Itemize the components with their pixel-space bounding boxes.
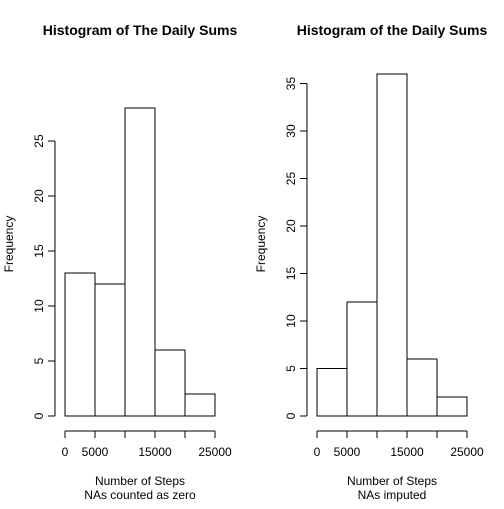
y-tick-label: 25 bbox=[284, 172, 298, 186]
x-tick-label: 25000 bbox=[450, 445, 484, 459]
y-tick-label: 30 bbox=[284, 124, 298, 138]
y-axis-label: Frequency bbox=[2, 216, 16, 273]
y-tick-label: 35 bbox=[284, 77, 298, 91]
bars bbox=[64, 107, 216, 417]
x-axis-label: Number of Steps bbox=[95, 474, 185, 488]
bars bbox=[316, 73, 468, 417]
x-axis: 0 5000 15000 25000 bbox=[314, 430, 484, 459]
y-tick-label: 20 bbox=[32, 189, 46, 203]
x-tick-label: 15000 bbox=[138, 445, 172, 459]
x-axis: 0 5000 15000 25000 bbox=[62, 430, 232, 459]
y-tick-label: 25 bbox=[32, 134, 46, 148]
y-tick-label: 15 bbox=[32, 244, 46, 258]
x-tick-label: 0 bbox=[314, 445, 321, 459]
y-tick-label: 10 bbox=[284, 314, 298, 328]
histogram-bar bbox=[124, 107, 156, 417]
histogram-bar bbox=[376, 73, 408, 417]
x-axis-label: Number of Steps bbox=[347, 474, 437, 488]
histogram-bar bbox=[64, 272, 96, 417]
y-tick-label: 5 bbox=[32, 357, 46, 364]
y-tick-label: 20 bbox=[284, 219, 298, 233]
histogram-bar bbox=[154, 349, 186, 417]
x-tick-label: 5000 bbox=[82, 445, 109, 459]
histogram-bar bbox=[316, 368, 348, 417]
histogram-panel-zero: Histogram of The Daily Sums Number of St… bbox=[2, 22, 237, 502]
y-axis-label: Frequency bbox=[254, 216, 268, 273]
chart-title: Histogram of The Daily Sums bbox=[43, 22, 238, 38]
chart-title: Histogram of the Daily Sums bbox=[297, 22, 488, 38]
x-tick-label: 0 bbox=[62, 445, 69, 459]
y-tick-label: 10 bbox=[32, 299, 46, 313]
x-tick-label: 15000 bbox=[390, 445, 424, 459]
histogram-bar bbox=[94, 283, 126, 417]
y-tick-label: 0 bbox=[284, 412, 298, 419]
y-tick-label: 5 bbox=[284, 365, 298, 372]
x-tick-label: 5000 bbox=[334, 445, 361, 459]
y-tick-label: 0 bbox=[32, 412, 46, 419]
y-tick-label: 15 bbox=[284, 267, 298, 281]
histogram-panel-imputed: Histogram of the Daily Sums Number of St… bbox=[254, 22, 488, 502]
x-axis-sublabel: NAs counted as zero bbox=[84, 488, 196, 502]
y-axis: 0 5 10 15 20 25 30 35 bbox=[284, 77, 308, 419]
x-axis-sublabel: NAs imputed bbox=[358, 488, 427, 502]
histogram-bar bbox=[436, 396, 468, 417]
histogram-bar bbox=[346, 301, 378, 417]
x-tick-label: 25000 bbox=[198, 445, 232, 459]
histogram-bar bbox=[184, 393, 216, 417]
y-axis: 0 5 10 15 20 25 bbox=[32, 134, 56, 419]
histogram-bar bbox=[406, 358, 438, 417]
